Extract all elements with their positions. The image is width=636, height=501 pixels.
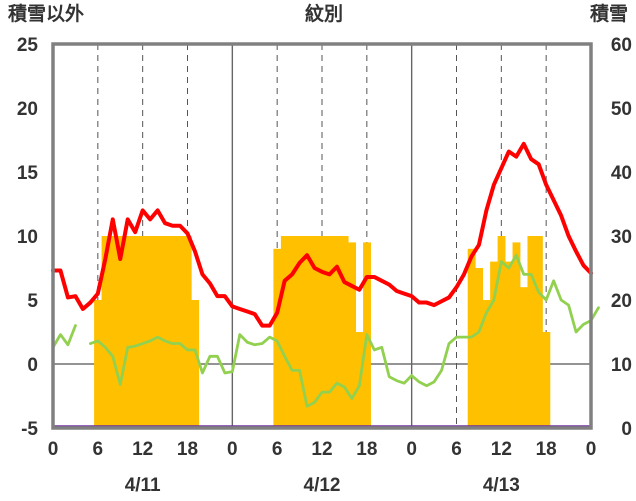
left-tick-label: 5 <box>27 291 38 312</box>
x-tick-label: 6 <box>272 439 283 460</box>
x-tick-label: 0 <box>586 439 597 460</box>
x-tick-label: 12 <box>491 439 512 460</box>
x-tick-label: 0 <box>227 439 238 460</box>
snow-bar <box>94 300 102 428</box>
right-tick-label: 30 <box>611 227 632 248</box>
right-axis-label: 積雪 <box>590 2 628 25</box>
lines-layer <box>51 42 600 430</box>
snow-bar <box>542 332 551 428</box>
snow-bar <box>191 300 200 428</box>
right-tick-label: 40 <box>611 163 632 184</box>
x-tick-label: 0 <box>48 439 59 460</box>
snow-bar <box>295 236 304 428</box>
chart-title: 紋別 <box>305 2 343 25</box>
snow-bar <box>534 236 543 428</box>
snow-bar <box>288 236 297 428</box>
snow-bar <box>168 236 177 428</box>
snow-bar <box>348 242 357 428</box>
snow-bar <box>138 236 147 428</box>
snow-bar <box>527 236 536 428</box>
date-label: 4/13 <box>483 475 520 496</box>
snow-bar <box>318 236 327 428</box>
snow-bar <box>325 236 334 428</box>
snow-bar <box>475 268 484 428</box>
snow-bar <box>482 300 491 428</box>
snow-bar <box>153 236 162 428</box>
snow-bar <box>520 287 528 428</box>
x-tick-label: 12 <box>132 439 153 460</box>
date-label: 4/12 <box>304 475 341 496</box>
snow-bar <box>512 242 521 428</box>
right-tick-label: 20 <box>611 291 632 312</box>
left-tick-label: 10 <box>17 227 38 248</box>
snow-bar <box>303 236 312 428</box>
x-tick-label: 6 <box>451 439 462 460</box>
right-tick-label: 50 <box>611 99 632 120</box>
right-tick-label: 0 <box>621 419 632 440</box>
snow-bar <box>123 236 132 428</box>
tick-labels-layer: -5 0 5 10 15 20 25 0 10 20 30 40 50 60 0 6 12 18 0 6 12 18 0 6 1… <box>17 35 632 496</box>
date-label: 4/11 <box>125 475 161 496</box>
green-series-line <box>88 253 600 408</box>
snow-bar <box>340 236 349 428</box>
snow-bar <box>116 236 125 428</box>
snow-bar <box>273 248 282 428</box>
snow-bar <box>176 236 185 428</box>
green-series-line <box>51 324 77 349</box>
x-tick-label: 12 <box>311 439 332 460</box>
plot-frame <box>51 42 593 430</box>
left-tick-label: 0 <box>27 355 38 376</box>
x-tick-label: 6 <box>93 439 104 460</box>
left-tick-label: 25 <box>17 35 39 56</box>
snow-bar <box>310 236 319 428</box>
snow-bar <box>497 236 506 428</box>
right-tick-label: 60 <box>611 35 632 56</box>
snow-bar <box>183 236 192 428</box>
x-tick-label: 18 <box>356 439 377 460</box>
snow-bars-layer <box>94 236 551 428</box>
snow-bar <box>161 236 170 428</box>
snow-bar <box>505 261 513 428</box>
snow-bar <box>490 261 498 428</box>
snow-bar <box>146 236 155 428</box>
left-axis-label: 積雪以外 <box>8 2 84 25</box>
snow-bar <box>101 236 110 428</box>
right-tick-label: 10 <box>611 355 632 376</box>
left-tick-label: 20 <box>17 99 38 120</box>
left-tick-label: -5 <box>21 419 38 440</box>
snow-bar <box>280 236 289 428</box>
snow-bar <box>333 236 342 428</box>
left-tick-label: 15 <box>17 163 39 184</box>
snow-bar <box>131 236 140 428</box>
snow-bar <box>109 236 117 428</box>
x-tick-label: 0 <box>406 439 417 460</box>
red-series-line <box>51 141 593 328</box>
x-tick-label: 18 <box>177 439 198 460</box>
x-tick-label: 18 <box>536 439 557 460</box>
